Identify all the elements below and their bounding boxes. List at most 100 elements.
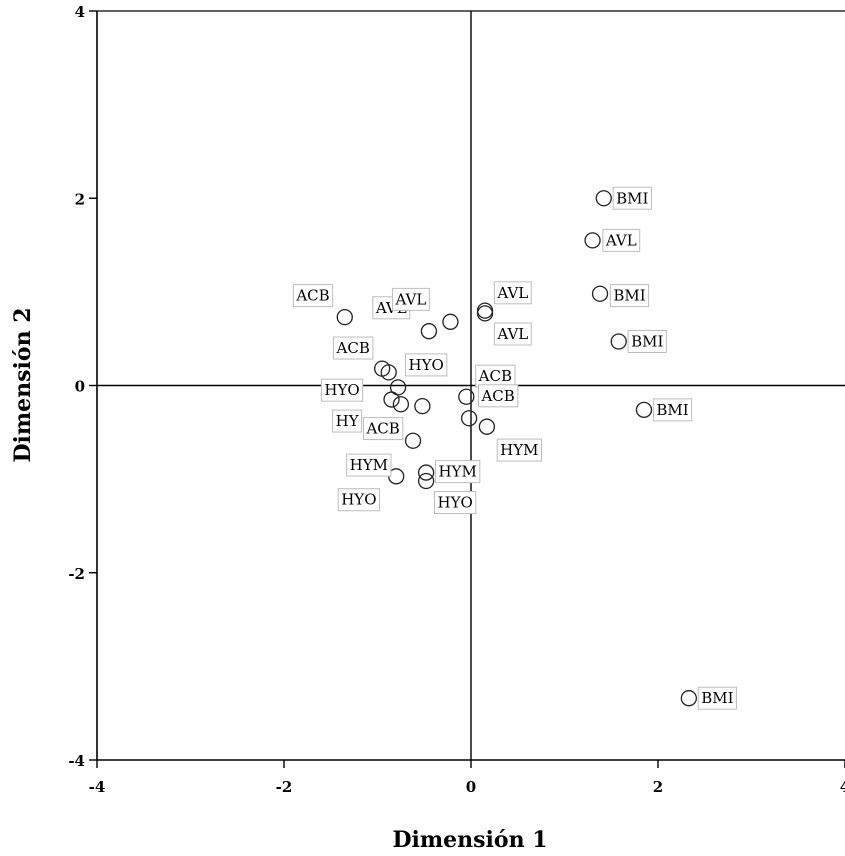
data-point <box>595 190 612 207</box>
point-label: AVL <box>391 287 430 311</box>
data-point <box>680 690 698 707</box>
point-label: AVL <box>602 228 641 252</box>
point-label-text: ACB <box>295 287 329 305</box>
data-point <box>383 391 400 408</box>
data-point <box>414 397 431 415</box>
x-tick-label: 2 <box>653 778 663 796</box>
point-label-text: BMI <box>701 689 733 707</box>
point-label: AVL <box>493 281 532 305</box>
point-label-text: ACB <box>336 339 370 357</box>
x-tick-label: 0 <box>466 778 476 796</box>
axis-ticks: -4 -2 0 2 4 -4 -2 0 2 4 <box>68 3 845 796</box>
point-label-box <box>496 438 543 462</box>
point-label: HYM <box>346 453 392 477</box>
point-label-box <box>612 186 652 210</box>
point-label: HYO <box>405 353 448 377</box>
point-label-box <box>362 417 404 441</box>
point-label: ACB <box>362 417 404 441</box>
point-label-text: HYO <box>438 494 473 512</box>
point-label-text: BMI <box>613 287 645 305</box>
point-label: BMI <box>612 186 652 210</box>
point-label-box <box>292 284 334 308</box>
point-label-text: BMI <box>656 401 688 419</box>
point-label: ACB <box>475 364 516 388</box>
data-point <box>591 285 609 302</box>
point-label-box <box>493 322 532 346</box>
point-label-box <box>346 453 392 477</box>
data-point <box>610 333 627 350</box>
data-point <box>584 232 601 249</box>
point-label: BMI <box>609 284 650 308</box>
point-label-box <box>627 329 667 353</box>
x-tick-label: -2 <box>276 778 293 796</box>
point-label-box <box>493 281 532 305</box>
point-label: HY <box>332 409 363 433</box>
y-axis-title: Dimensión 2 <box>10 307 36 462</box>
point-label-text: AVL <box>394 290 426 308</box>
point-label-text: HYM <box>500 441 538 459</box>
point-label: HYM <box>434 460 481 484</box>
point-label-box <box>434 460 481 484</box>
data-point <box>635 401 653 418</box>
data-point <box>420 323 438 340</box>
y-tick-label: 0 <box>75 378 85 396</box>
point-label-text: BMI <box>616 189 648 207</box>
point-labels: BMIAVLBMIBMIBMIBMIAVLAVLACBAVLAVLACBHYOH… <box>292 186 738 710</box>
point-label: HYO <box>434 491 477 515</box>
point-label-box <box>332 409 363 433</box>
point-label: HYM <box>496 438 543 462</box>
data-point <box>417 472 435 490</box>
point-label: BMI <box>697 686 738 710</box>
point-label-text: AVL <box>496 284 528 302</box>
y-tick-label: 2 <box>75 190 85 208</box>
reference-lines <box>97 11 845 760</box>
point-label: BMI <box>652 398 693 422</box>
x-axis-title: Dimensión 1 <box>392 827 547 853</box>
data-point <box>460 410 478 427</box>
point-label-text: AVL <box>605 231 637 249</box>
point-label-box <box>697 686 738 710</box>
point-label-text: HYO <box>324 381 359 399</box>
data-point <box>478 418 496 435</box>
point-label: HYO <box>337 488 381 512</box>
data-point <box>458 388 475 405</box>
point-label-text: AVL <box>496 325 528 343</box>
point-label-text: HYM <box>350 456 388 474</box>
point-label-box <box>391 287 430 311</box>
data-point <box>336 309 353 326</box>
point-label: ACB <box>333 336 374 360</box>
point-label-text: HY <box>336 412 360 430</box>
point-label-text: ACB <box>365 420 399 438</box>
point-label-box <box>602 228 641 252</box>
point-label-box <box>333 336 374 360</box>
point-label: ACB <box>477 384 519 408</box>
x-tick-label: -4 <box>89 778 106 796</box>
point-label-box <box>405 353 448 377</box>
point-label-box <box>320 378 364 402</box>
y-tick-label: -4 <box>68 752 85 770</box>
x-tick-label: 4 <box>840 778 845 796</box>
point-label-box <box>652 398 693 422</box>
point-label: HYO <box>320 378 364 402</box>
point-label-text: BMI <box>631 332 663 350</box>
point-label-text: HYO <box>409 356 444 374</box>
point-label: ACB <box>292 284 334 308</box>
data-point <box>404 432 422 449</box>
point-label-box <box>434 491 477 515</box>
point-label: BMI <box>627 329 667 353</box>
data-point <box>417 464 435 481</box>
point-label-text: HYO <box>341 491 376 509</box>
point-label-text: ACB <box>478 367 512 385</box>
point-label-text: HYM <box>438 463 476 481</box>
point-label-box <box>609 284 650 308</box>
point-label-text: ACB <box>480 387 514 405</box>
data-point <box>392 396 410 413</box>
y-tick-label: 4 <box>75 3 85 21</box>
point-label-box <box>337 488 381 512</box>
y-tick-label: -2 <box>68 565 85 583</box>
data-point <box>442 313 459 330</box>
data-point <box>380 364 397 381</box>
point-label: AVL <box>493 322 532 346</box>
data-point <box>476 305 494 322</box>
